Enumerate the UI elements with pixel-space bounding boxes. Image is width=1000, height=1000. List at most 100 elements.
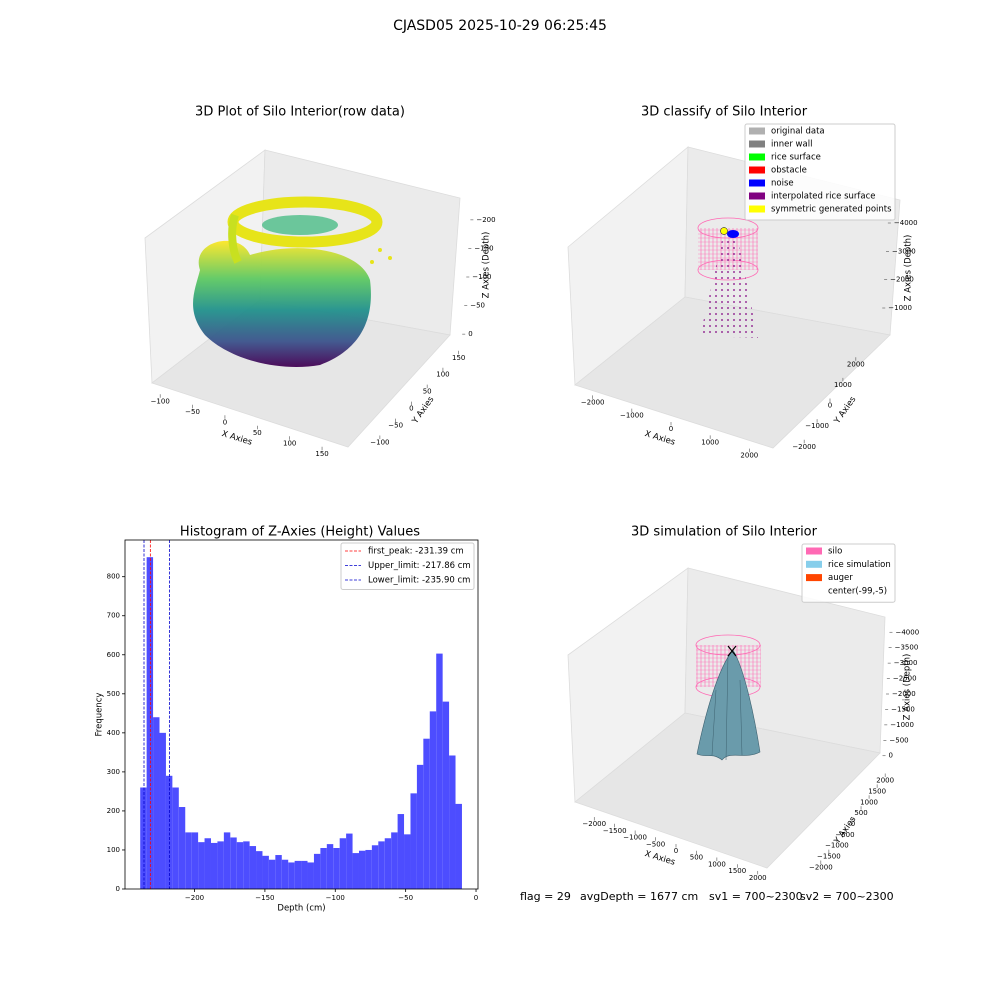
- bar: [268, 859, 276, 889]
- x-tick-label: 1000: [701, 438, 719, 446]
- y-tick-label: −2000: [792, 443, 816, 451]
- x-tick-label: 100: [283, 439, 296, 447]
- legend-box: [801, 543, 896, 603]
- x-tick-label: 1000: [708, 860, 726, 868]
- bar: [223, 832, 231, 889]
- bar: [397, 814, 405, 889]
- point-cloud-illustration: [193, 196, 392, 367]
- y-tick-label: 1000: [860, 798, 878, 806]
- y-tick-label: 300: [107, 768, 120, 776]
- y-tick-label: 50: [423, 388, 432, 396]
- bar: [313, 853, 321, 889]
- x-tick-label: −500: [646, 840, 665, 848]
- axes-frame: [124, 539, 479, 890]
- y-tick-label: −50: [388, 422, 403, 430]
- x-tick-label: −50: [185, 408, 200, 416]
- legend-label: first_peak: -231.39 cm: [368, 547, 464, 557]
- z-tick-label: −500: [889, 736, 908, 744]
- legend-swatch: [749, 205, 765, 213]
- bar: [243, 841, 250, 889]
- bar: [301, 860, 308, 889]
- legend-swatch: [749, 140, 765, 148]
- y-tick-label: 400: [107, 729, 120, 737]
- bar: [358, 850, 366, 889]
- y-tick-label: 800: [107, 573, 120, 581]
- y-tick-label: 1500: [868, 787, 886, 795]
- legend-swatch: [806, 547, 822, 555]
- legend-swatch: [749, 192, 765, 200]
- bar: [262, 855, 269, 889]
- z-tick-label: −3500: [895, 644, 919, 652]
- bar: [378, 841, 385, 889]
- y-tick-label: 700: [107, 612, 120, 620]
- bar: [172, 787, 179, 889]
- y-tick-label: 0: [116, 885, 120, 893]
- legend-swatch: [806, 574, 822, 582]
- legend-label: rice surface: [771, 153, 821, 163]
- bar: [198, 842, 205, 889]
- bar: [288, 862, 295, 889]
- y-tick-label: 0: [828, 402, 832, 410]
- x-axis-label: X Axies: [643, 849, 676, 868]
- bar: [423, 738, 430, 889]
- x-tick-label: 0: [669, 425, 673, 433]
- y-tick-label: −1000: [805, 422, 829, 430]
- bar: [449, 755, 456, 889]
- bar: [333, 848, 340, 889]
- y-tick-label: −100: [370, 439, 389, 447]
- x-tick-label: −100: [326, 894, 345, 902]
- bar: [210, 842, 218, 889]
- bar: [442, 701, 450, 889]
- suptitle: CJASD05 2025-10-29 06:25:45: [393, 18, 607, 34]
- y-tick-label: 150: [452, 354, 465, 362]
- bar: [178, 807, 186, 889]
- x-axis-label: Depth (cm): [277, 904, 325, 914]
- legend-label: rice simulation: [828, 560, 891, 570]
- legend-label: Lower_limit: -235.90 cm: [368, 576, 470, 586]
- y-tick-label: −1500: [817, 853, 841, 861]
- legend-label: interpolated rice surface: [771, 192, 876, 202]
- bar: [146, 557, 154, 889]
- chart-title: Histogram of Z-Axies (Height) Values: [180, 525, 420, 540]
- y-tick-label: 0: [409, 405, 413, 413]
- x-tick-label: −1000: [623, 834, 647, 842]
- y-axis-label: Y Axies: [410, 394, 437, 426]
- y-tick-label: 2000: [876, 777, 894, 785]
- x-tick-label: 2000: [740, 452, 758, 460]
- x-tick-label: 0: [474, 894, 478, 902]
- x-tick-label: −1500: [603, 827, 627, 835]
- legend-box: [744, 123, 896, 221]
- status-text: sv1 = 700~2300: [709, 890, 803, 903]
- point-cloud-illustration: [697, 217, 759, 338]
- bar: [165, 775, 173, 889]
- x-tick-label: 0: [223, 418, 227, 426]
- x-tick-label: −100: [151, 397, 170, 405]
- bar: [391, 832, 398, 889]
- legend-swatch: [749, 179, 765, 187]
- x-tick-label: 500: [690, 854, 703, 862]
- z-tick-label: 0: [889, 752, 893, 760]
- x-tick-label: −2000: [582, 820, 606, 828]
- legend-label: inner wall: [771, 140, 812, 150]
- legend-label: obstacle: [771, 166, 807, 176]
- bar: [384, 838, 392, 889]
- bar: [275, 855, 282, 889]
- bar: [352, 853, 359, 889]
- z-tick-label: −100: [472, 273, 491, 281]
- legend-label: noise: [771, 179, 794, 189]
- z-tick-label: −200: [476, 216, 495, 224]
- z-tick-label: 0: [468, 330, 472, 338]
- bar: [191, 832, 199, 889]
- y-tick-label: 1000: [834, 381, 852, 389]
- z-tick-label: −2000: [892, 690, 916, 698]
- bar: [249, 846, 257, 889]
- bar: [410, 793, 417, 889]
- status-text: avgDepth = 1677 cm: [580, 890, 698, 903]
- bar: [236, 842, 244, 889]
- status-line: flag = 29 avgDepth = 1677 cm sv1 = 700~2…: [520, 890, 894, 903]
- y-tick-label: 100: [107, 846, 120, 854]
- z-tick-label: −3000: [894, 659, 918, 667]
- chart-title: 3D classify of Silo Interior: [641, 105, 808, 120]
- status-text: sv2 = 700~2300: [800, 890, 894, 903]
